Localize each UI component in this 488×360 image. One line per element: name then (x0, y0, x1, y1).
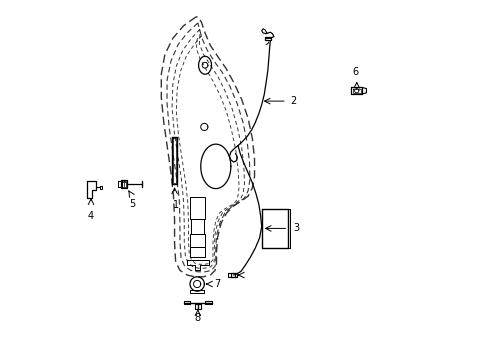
Text: 5: 5 (129, 199, 136, 209)
Text: 1: 1 (173, 200, 179, 210)
Text: 6: 6 (352, 67, 358, 77)
Text: 8: 8 (194, 314, 201, 323)
Text: 2: 2 (290, 96, 296, 106)
Text: 4: 4 (88, 211, 94, 221)
Text: 7: 7 (214, 279, 220, 289)
Text: 3: 3 (292, 224, 299, 233)
